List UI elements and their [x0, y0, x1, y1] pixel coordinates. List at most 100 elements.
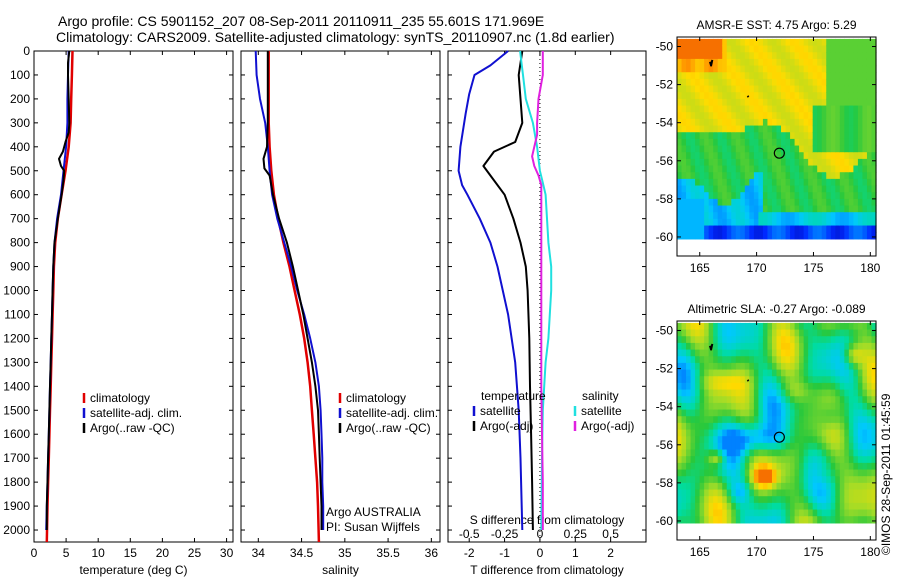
sla-map-heatmap-cell [726, 342, 732, 351]
sla-map-heatmap-cell [830, 382, 836, 391]
sla-map-heatmap-cell [817, 349, 823, 357]
sla-map-heatmap-cell [740, 336, 746, 344]
sst-map-heatmap-cell [690, 45, 696, 53]
sla-map-heatmap-cell [762, 429, 769, 437]
sst-map-heatmap-cell [767, 65, 773, 73]
sst-map-heatmap-cell [758, 118, 764, 127]
sla-map-heatmap-cell [740, 436, 746, 444]
sla-map-heatmap-cell [871, 356, 877, 364]
sst-map-heatmap-cell [708, 132, 714, 140]
sla-map-heatmap-cell [821, 362, 827, 371]
sst-map-heatmap-cell [749, 225, 755, 233]
sla-map-heatmap-cell [717, 322, 723, 331]
sla-map-heatmap-cell [767, 449, 773, 457]
sla-map-heatmap-cell [821, 489, 827, 497]
sla-map-heatmap-cell [853, 469, 859, 477]
sst-map-heatmap-cell [762, 218, 769, 227]
sst-map-heatmap-cell [713, 158, 719, 167]
sst-map-heatmap-cell [790, 138, 796, 147]
sst-map-heatmap-cell [677, 172, 683, 180]
sst-map-heatmap-cell [830, 172, 836, 180]
sst-map-heatmap-cell [862, 112, 868, 120]
sla-map-heatmap-cell [790, 422, 796, 431]
sst-map-heatmap-cell [726, 38, 732, 47]
sst-map-heatmap-cell [753, 218, 760, 227]
sla-map-heatmap-cell [749, 416, 755, 424]
sst-map-heatmap-cell [785, 218, 791, 227]
sst-map-heatmap-cell [776, 165, 782, 173]
sst-map-heatmap-cell [839, 125, 845, 133]
sst-map-heatmap-cell [826, 38, 832, 47]
sla-map-heatmap-cell [704, 482, 710, 491]
sla-map-heatmap-cell [857, 442, 864, 451]
sla-map-heatmap-cell [853, 376, 859, 384]
sla-map-heatmap-cell [699, 369, 705, 377]
sst-map-title: AMSR-E SST: 4.75 Argo: 5.29 [696, 18, 856, 32]
sst-map-heatmap-cell [744, 218, 750, 227]
sla-map-heatmap-cell [866, 449, 873, 457]
sla-map-heatmap-cell [717, 342, 723, 351]
sla-map-heatmap-cell [776, 449, 782, 457]
plot-panels: 0 5 10 15 20 25 300100200300400500600700800900… [3, 18, 880, 577]
sst-map-ytick-label: -58 [656, 192, 674, 206]
sla-map-heatmap-cell [790, 336, 796, 344]
sst-map-heatmap-cell [844, 165, 850, 173]
sst-map-heatmap-cell [690, 78, 696, 87]
sst-map-heatmap-cell [758, 132, 764, 140]
sla-map-heatmap-cell [830, 516, 836, 524]
sla-map-heatmap-cell [826, 516, 832, 524]
sla-map-heatmap-cell [749, 409, 755, 417]
sst-map-heatmap-cell [862, 125, 868, 133]
sla-map-heatmap-cell [844, 362, 850, 371]
sst-map-heatmap-cell [866, 92, 873, 100]
sst-map-heatmap-cell [808, 212, 814, 220]
sla-map-heatmap-cell [866, 349, 873, 357]
sla-map-heatmap-cell [713, 509, 719, 517]
sla-map-heatmap-cell [821, 376, 827, 384]
sst-map-heatmap-cell [857, 205, 864, 213]
sla-map-heatmap-cell [686, 362, 692, 371]
sla-map-heatmap-cell [794, 509, 800, 517]
sst-map-heatmap-cell [866, 72, 873, 80]
sla-map-heatmap-cell [844, 416, 850, 424]
sla-map-heatmap-cell [699, 482, 705, 491]
sst-map-heatmap-cell [690, 38, 696, 47]
sla-map-heatmap-cell [781, 449, 787, 457]
sla-map-heatmap-cell [726, 489, 732, 497]
sla-map-heatmap-cell [722, 436, 728, 444]
sst-map-heatmap-cell [735, 225, 741, 233]
sla-map-heatmap-cell [781, 409, 787, 417]
sla-map-heatmap-cell [848, 402, 854, 411]
sla-map-heatmap-cell [839, 476, 845, 484]
sla-map-heatmap-cell [771, 409, 778, 417]
sla-map-heatmap-cell [695, 402, 701, 411]
sla-map-heatmap-cell [731, 422, 737, 431]
sla-map-heatmap-cell [767, 396, 773, 404]
sst-map-heatmap-cell [808, 112, 814, 120]
sst-map-heatmap-cell [781, 85, 787, 93]
difference-s-tick-label: -0.25 [491, 527, 519, 541]
sla-map-heatmap-cell [785, 429, 791, 437]
sla-map-heatmap-cell [731, 402, 737, 411]
sst-map-heatmap-cell [817, 58, 823, 67]
sla-map-heatmap-cell [866, 336, 873, 344]
sla-map-heatmap-cell [781, 429, 787, 437]
sla-map-heatmap-cell [871, 462, 877, 471]
sla-map-heatmap-cell [753, 396, 760, 404]
sla-map-heatmap-cell [708, 322, 714, 331]
sst-map-heatmap-cell [717, 145, 723, 153]
sla-map-heatmap-cell [762, 476, 769, 484]
sla-map-heatmap-cell [686, 422, 692, 431]
sla-map-heatmap-cell [677, 429, 683, 437]
sst-map-heatmap-cell [781, 232, 787, 240]
sla-map-heatmap-cell [713, 382, 719, 391]
sst-map-heatmap-cell [762, 52, 769, 60]
sla-map-heatmap-cell [699, 436, 705, 444]
sla-map-heatmap-cell [830, 436, 836, 444]
sla-map-heatmap-cell [686, 349, 692, 357]
sst-map-heatmap-cell [794, 178, 800, 187]
sla-map-heatmap-cell [835, 382, 841, 391]
sst-map-heatmap-cell [794, 78, 800, 87]
sla-map-heatmap-cell [699, 389, 705, 397]
sst-map-heatmap-cell [808, 45, 814, 53]
